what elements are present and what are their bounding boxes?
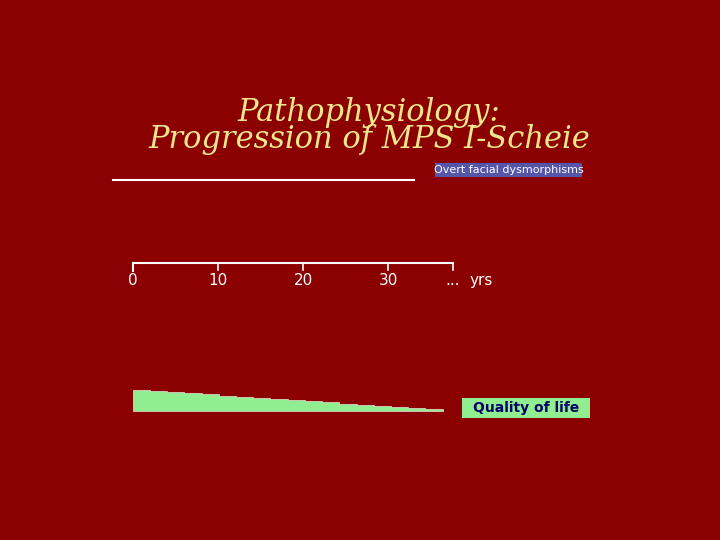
- Text: ...: ...: [446, 273, 460, 288]
- Text: 20: 20: [294, 273, 312, 288]
- Text: yrs: yrs: [469, 273, 493, 288]
- Text: 0: 0: [128, 273, 138, 288]
- FancyBboxPatch shape: [435, 164, 582, 177]
- Text: Overt facial dysmorphisms: Overt facial dysmorphisms: [433, 165, 583, 176]
- Text: Pathophysiology:: Pathophysiology:: [238, 97, 500, 128]
- Text: 30: 30: [379, 273, 398, 288]
- Text: Quality of life: Quality of life: [473, 401, 579, 415]
- Polygon shape: [132, 390, 443, 411]
- Text: Progression of MPS I-Scheie: Progression of MPS I-Scheie: [148, 124, 590, 155]
- FancyBboxPatch shape: [462, 398, 590, 418]
- Text: 10: 10: [208, 273, 228, 288]
